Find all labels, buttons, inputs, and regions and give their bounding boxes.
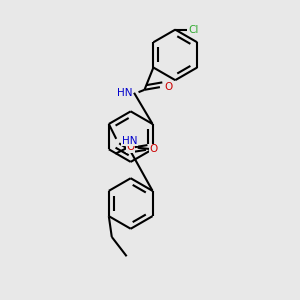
Text: O: O [164,82,172,92]
Text: O: O [150,144,158,154]
Text: O: O [126,142,134,152]
Text: HN: HN [122,136,137,146]
Text: HN: HN [117,88,133,98]
Text: Cl: Cl [188,25,198,34]
